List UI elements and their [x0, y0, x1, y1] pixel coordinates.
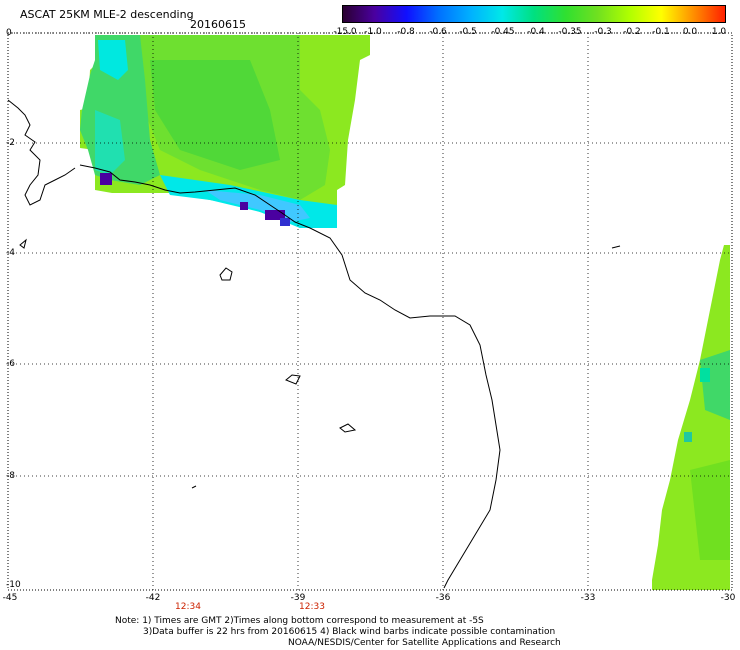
colorbar-label: -0.8 — [397, 27, 415, 37]
coastline — [7, 99, 621, 589]
x-axis-label: -36 — [435, 593, 451, 603]
note-line: NOAA/NESDIS/Center for Satellite Applica… — [288, 638, 561, 648]
colorbar-label: -0.5 — [459, 27, 477, 37]
colorbar-label: 0.0 — [682, 27, 698, 37]
x-axis-label: -33 — [580, 593, 596, 603]
note-line: 3)Data buffer is 22 hrs from 20160615 4)… — [143, 627, 556, 637]
wind-swath-right — [652, 245, 730, 590]
colorbar-label: -0.1 — [652, 27, 670, 37]
y-axis-label: 0 — [6, 28, 12, 38]
colorbar-label: -0.3 — [594, 27, 612, 37]
colorbar-gradient — [343, 6, 725, 22]
x-axis-label: -45 — [2, 593, 18, 603]
y-axis-label: -8 — [6, 471, 15, 481]
y-axis-label: -4 — [6, 248, 15, 258]
colorbar-label: -0.2 — [623, 27, 641, 37]
colorbar-label: 1.0 — [711, 27, 727, 37]
y-axis-label: -2 — [6, 138, 15, 148]
colorbar-label: -0.35 — [558, 27, 582, 37]
colorbar — [342, 5, 726, 23]
wind-swath-left — [80, 35, 370, 228]
x-axis-label: -39 — [290, 593, 306, 603]
time-label: 12:34 — [175, 602, 201, 612]
y-axis-label: -6 — [6, 359, 15, 369]
colorbar-label: -0.6 — [429, 27, 447, 37]
map-title: ASCAT 25KM MLE-2 descending — [20, 8, 194, 21]
note-line: Note: 1) Times are GMT 2)Times along bot… — [115, 616, 484, 626]
colorbar-label: -15.0 — [333, 27, 357, 37]
colorbar-label: -0.4 — [527, 27, 545, 37]
map-date: 20160615 — [190, 18, 246, 31]
plot-frame — [7, 32, 733, 591]
x-axis-label: -30 — [720, 593, 736, 603]
x-axis-label: -42 — [145, 593, 161, 603]
y-axis-label: -10 — [6, 580, 21, 590]
time-label: 12:33 — [299, 602, 325, 612]
colorbar-label: -1.0 — [364, 27, 382, 37]
colorbar-label: -0.45 — [491, 27, 515, 37]
